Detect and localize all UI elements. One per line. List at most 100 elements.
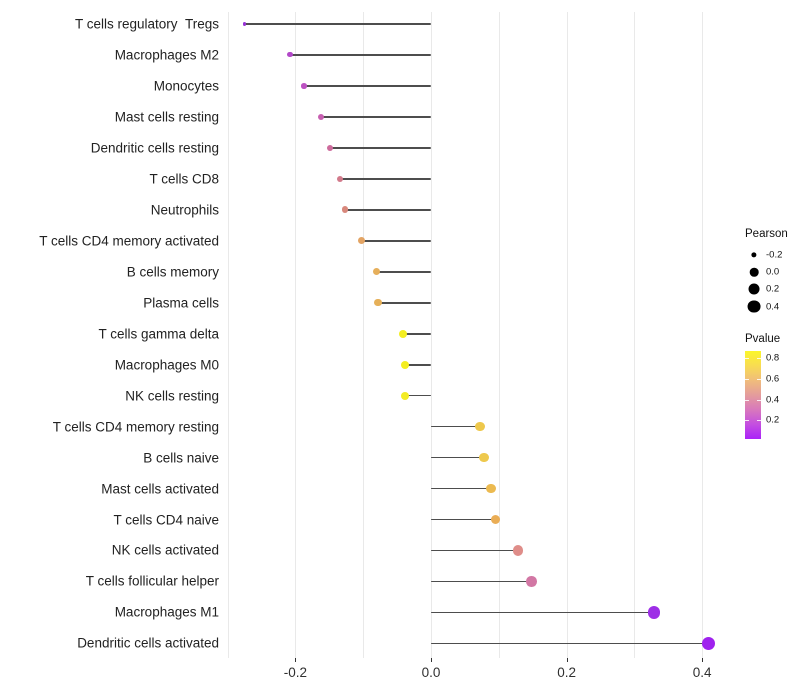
y-axis-label: B cells naive [143,450,219,466]
pvalue-legend-title: Pvalue [745,333,781,345]
y-axis-label: Neutrophils [150,202,219,218]
y-axis-label: NK cells resting [125,388,219,404]
y-axis-label: Mast cells resting [114,109,219,125]
pearson-legend-item: 0.4 [745,298,800,315]
data-point [512,545,523,556]
pearson-legend-value: -0.2 [766,249,783,261]
y-axis-label: T cells CD4 memory activated [39,233,219,249]
data-point [301,83,307,89]
data-point [399,329,408,338]
x-axis-tick [566,658,568,662]
pearson-legend-item: 0.0 [745,263,800,280]
lollipop-stem [321,116,431,118]
colorbar-tick-right [757,420,761,422]
data-point [479,452,489,463]
pvalue-tick-label: 0.4 [766,394,780,406]
colorbar-tick-left [745,358,749,360]
data-point [490,514,501,525]
y-axis-label: T cells CD4 memory resting [52,419,219,435]
y-axis-label: B cells memory [126,264,219,280]
data-point [475,421,485,432]
y-axis-label: Macrophages M0 [114,357,219,373]
data-point [701,636,715,650]
pvalue-tick-label: 0.2 [766,414,780,426]
colorbar-tick-right [757,378,761,380]
y-axis-label: Monocytes [153,78,219,94]
pearson-legend-item: -0.2 [745,246,800,263]
plot-panel [222,12,737,658]
lollipop-stem [361,239,431,242]
y-axis-label: T cells CD4 naive [113,512,219,528]
gridline-x-0.1 [498,12,500,658]
pvalue-tick-label: 0.8 [766,352,780,364]
pearson-legend-dot [748,283,760,295]
lollipop-stem [340,178,431,180]
pearson-legend-value: 0.4 [766,301,780,313]
lollipop-stem [378,301,431,304]
lollipop-stem [431,487,492,490]
x-axis-tick [702,658,704,662]
gridline-x--0.1 [363,12,365,658]
data-point [318,113,325,120]
y-axis-label: Dendritic cells activated [77,635,219,651]
data-point [341,206,349,214]
lollipop-stem [289,54,431,56]
lollipop-stem [431,549,518,552]
y-axis-label: Mast cells activated [101,481,219,497]
y-axis-label: Dendritic cells resting [90,140,219,156]
y-axis-label: T cells regulatory Tregs [74,16,219,32]
pvalue-tick-label: 0.6 [766,373,780,385]
data-point [287,52,293,58]
y-axis-label: Plasma cells [143,295,219,311]
data-point [242,22,247,26]
pearson-size-legend: Pearson -0.2 0.0 0.2 0.4 [745,228,800,315]
lollipop-stem [329,147,431,149]
lollipop-stem [304,85,431,87]
colorbar-tick-right [757,399,761,401]
colorbar-tick-right [757,358,761,360]
pearson-legend-title: Pearson [745,228,788,240]
x-axis-tick-label: 0.0 [421,665,441,680]
lollipop-stem [431,425,480,428]
pearson-legend-value: 0.2 [766,283,780,295]
gridline-x-0 [431,12,432,658]
data-point [374,298,382,307]
colorbar-tick-left [745,399,749,401]
data-point [373,268,381,276]
lollipop-stem [244,23,431,25]
lollipop-stem [376,270,431,273]
pvalue-colorbar-gradient [745,351,761,439]
data-point [336,175,344,183]
gridline-x--0.2 [295,12,297,658]
pearson-legend-dot [751,252,757,258]
lollipop-stem [403,332,431,335]
gridline-x-0.2 [566,12,568,658]
colorbar-tick-left [745,378,749,380]
lollipop-stem [344,208,431,211]
y-axis-label: T cells CD8 [149,171,219,187]
y-axis-label: Macrophages M1 [114,604,219,620]
data-point [400,360,409,369]
data-point [526,576,537,587]
pearson-legend-dot [749,267,759,277]
x-axis-tick [431,658,432,662]
lollipop-stem [405,394,431,397]
data-point [357,237,365,245]
data-point [486,483,497,494]
y-axis-label: T cells follicular helper [85,573,219,589]
lollipop-stem [431,611,655,614]
colorbar-tick-left [745,420,749,422]
y-axis-label: T cells gamma delta [98,326,219,342]
x-axis-tick-label: 0.2 [557,665,576,680]
lollipop-stem [431,518,496,521]
pvalue-color-legend: Pvalue 0.8 0.6 0.4 0.2 [745,333,800,439]
pearson-legend-value: 0.0 [766,266,780,278]
pearson-legend-items: -0.2 0.0 0.2 0.4 [745,246,800,315]
gridline-x--0.3 [227,12,229,658]
x-axis-tick-label: -0.2 [283,665,308,680]
lollipop-stem [404,363,431,366]
x-axis: -0.2 0.0 0.2 0.4 [0,658,800,688]
lollipop-stem [431,580,532,583]
y-axis-labels: T cells regulatory Tregs Macrophages M2 Mo… [0,0,222,700]
